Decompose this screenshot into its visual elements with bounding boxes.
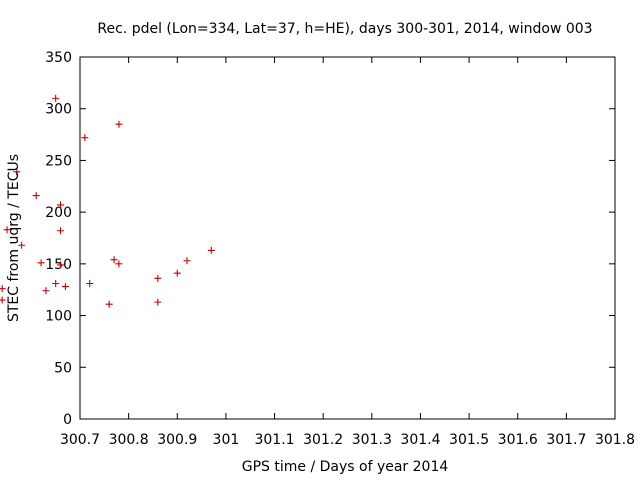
y-axis-label: STEC from uqrg / TECUs: [6, 154, 22, 322]
data-point: [115, 120, 123, 128]
data-point: [110, 256, 118, 264]
data-point: [18, 241, 26, 249]
data-point: [207, 246, 215, 254]
data-point: [183, 257, 191, 265]
x-tick-label: 301.4: [400, 432, 440, 448]
data-point: [37, 259, 45, 267]
x-tick-label: 300.9: [157, 432, 197, 448]
x-tick-label: 301.2: [303, 432, 343, 448]
y-tick-label: 300: [45, 102, 72, 118]
x-tick-label: 301.5: [449, 432, 489, 448]
y-tick-label: 0: [63, 412, 72, 428]
data-point: [3, 226, 11, 234]
x-tick-label: 301.7: [546, 432, 586, 448]
y-tick-label: 200: [45, 205, 72, 221]
x-tick-label: 301: [213, 432, 240, 448]
x-tick-label: 300.8: [109, 432, 149, 448]
data-point: [57, 227, 65, 235]
data-point: [42, 287, 50, 295]
data-point: [0, 296, 6, 304]
x-tick-label: 301.1: [254, 432, 294, 448]
data-point: [173, 269, 181, 277]
y-tick-label: 350: [45, 50, 72, 66]
y-tick-label: 100: [45, 309, 72, 325]
y-tick-label: 250: [45, 153, 72, 169]
x-tick-label: 301.6: [498, 432, 538, 448]
data-point: [154, 274, 162, 282]
data-point: [115, 260, 123, 268]
x-tick-label: 301.8: [595, 432, 635, 448]
data-point: [86, 280, 94, 288]
data-point: [52, 94, 60, 102]
data-point: [81, 134, 89, 142]
x-axis: 300.7 300.8 300.9 301 301.1 301.2 301.3 301.4 30…: [60, 57, 635, 448]
data-point: [52, 280, 60, 288]
y-tick-label: 50: [54, 360, 72, 376]
x-tick-label: 301.3: [352, 432, 392, 448]
data-points: [0, 94, 215, 308]
x-tick-label: 300.7: [60, 432, 100, 448]
data-point: [32, 192, 40, 200]
data-point: [0, 285, 6, 293]
data-point: [105, 300, 113, 308]
data-point: [57, 261, 65, 269]
data-point: [13, 168, 21, 176]
x-axis-label: GPS time / Days of year 2014: [242, 459, 449, 475]
data-point: [57, 201, 65, 209]
data-point: [154, 298, 162, 306]
chart-title: Rec. pdel (Lon=334, Lat=37, h=HE), days …: [97, 21, 592, 37]
data-point: [61, 283, 69, 291]
plot-frame: [79, 56, 616, 420]
